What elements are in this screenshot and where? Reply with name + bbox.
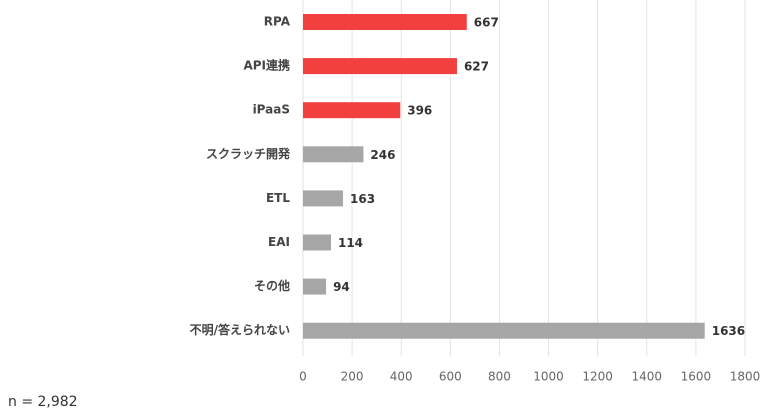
sample-size-note: n = 2,982 — [8, 394, 78, 410]
value-label: 114 — [338, 236, 363, 250]
bar — [303, 14, 467, 30]
value-label: 1636 — [712, 324, 745, 338]
category-label: iPaaS — [253, 103, 290, 117]
x-tick-label: 1800 — [730, 370, 761, 384]
bar — [303, 102, 401, 119]
x-tick-label: 200 — [341, 370, 364, 384]
bar — [303, 58, 457, 75]
category-label: ETL — [266, 191, 290, 205]
x-tick-label: 1600 — [681, 370, 712, 384]
value-label: 163 — [350, 192, 375, 206]
x-tick-label: 1000 — [533, 370, 564, 384]
category-label: その他 — [254, 278, 290, 293]
value-label: 627 — [464, 60, 489, 74]
x-tick-label: 800 — [488, 370, 511, 384]
value-label: 396 — [407, 104, 432, 118]
x-tick-label: 1200 — [582, 370, 613, 384]
value-label: 246 — [370, 148, 395, 162]
x-tick-label: 1400 — [632, 370, 663, 384]
bar — [303, 234, 331, 251]
bar — [303, 322, 705, 339]
x-tick-label: 400 — [390, 370, 413, 384]
bar — [303, 278, 327, 295]
value-label: 94 — [333, 280, 350, 294]
bar — [303, 146, 364, 163]
category-label: EAI — [268, 235, 290, 249]
category-label: スクラッチ開発 — [206, 146, 291, 161]
bar — [303, 190, 344, 207]
x-tick-label: 0 — [299, 370, 307, 384]
value-label: 667 — [474, 16, 499, 30]
category-label: API連携 — [243, 58, 290, 73]
category-label: 不明/答えられない — [190, 322, 290, 337]
category-label: RPA — [264, 15, 291, 29]
x-tick-label: 600 — [439, 370, 462, 384]
